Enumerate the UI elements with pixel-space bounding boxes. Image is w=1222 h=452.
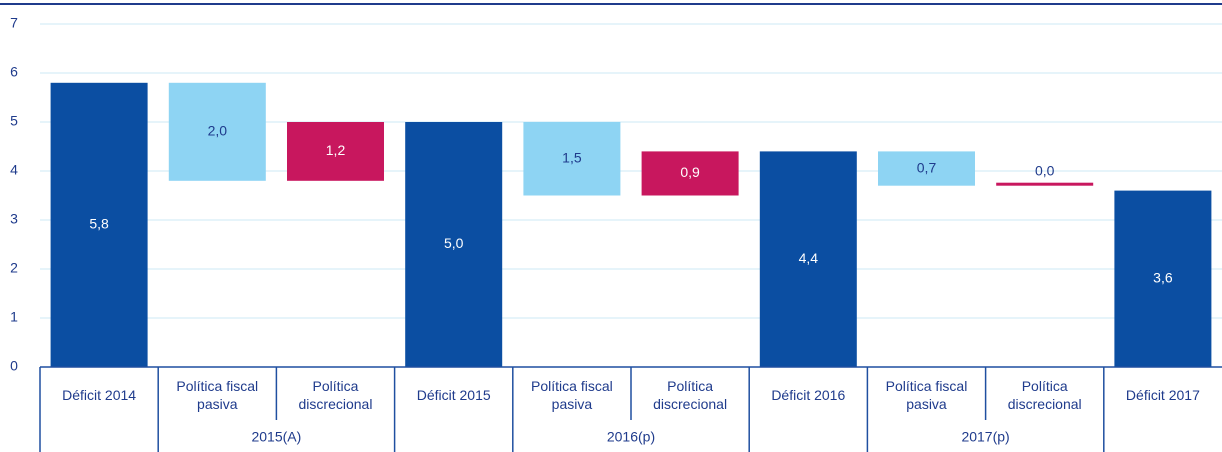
x-tick-label: Déficit 2014	[62, 386, 137, 403]
x-tick-label-box: Política discrecional	[1007, 377, 1082, 412]
bar	[287, 122, 384, 181]
value-label: 3,6	[1153, 270, 1173, 286]
x-tick-label: Política discrecional	[653, 377, 728, 412]
y-tick-label: 7	[10, 15, 18, 31]
x-tick-label-box: Déficit 2016	[771, 386, 846, 403]
bar	[168, 82, 266, 181]
group-label: 2016(p)	[607, 429, 655, 445]
x-tick-label: Déficit 2015	[416, 386, 491, 403]
y-tick-label: 3	[10, 211, 18, 227]
y-tick-label: 6	[10, 64, 18, 80]
x-tick-label-box: Déficit 2015	[416, 386, 491, 403]
bar	[405, 122, 503, 367]
value-label: 1,2	[326, 142, 346, 158]
value-label: 5,8	[89, 216, 109, 232]
y-tick-label: 4	[10, 162, 18, 178]
bar	[878, 151, 975, 186]
value-label: 0,7	[917, 159, 937, 175]
value-label: 4,4	[799, 250, 819, 266]
bar	[523, 122, 621, 196]
x-tick-label: Déficit 2016	[771, 386, 846, 403]
value-label: 0,9	[680, 164, 700, 180]
value-label: 5,0	[444, 235, 464, 251]
x-tick-label-box: Déficit 2017	[1125, 386, 1200, 403]
x-tick-label: Política fiscal pasiva	[176, 377, 259, 412]
x-tick-label-box: Política discrecional	[653, 377, 728, 412]
x-tick-label: Política discrecional	[298, 377, 373, 412]
x-tick-label: Política fiscal pasiva	[885, 377, 968, 412]
bar	[759, 151, 857, 367]
x-tick-label-box: Política discrecional	[298, 377, 373, 412]
x-tick-label: Política fiscal pasiva	[531, 377, 613, 412]
bar	[996, 182, 1094, 186]
y-tick-label: 5	[10, 113, 18, 129]
x-tick-label-box: Política fiscal pasiva	[885, 377, 968, 412]
x-tick-label: Déficit 2017	[1125, 386, 1200, 403]
value-label: 0,0	[1035, 162, 1055, 178]
x-tick-label-box: Déficit 2014	[62, 386, 137, 403]
bar	[1114, 190, 1212, 367]
group-label: 2015(A)	[251, 429, 301, 445]
x-tick-label-box: Política fiscal pasiva	[531, 377, 613, 412]
value-label: 2,0	[208, 123, 228, 139]
bar	[50, 82, 148, 368]
group-label: 2017(p)	[961, 429, 1009, 445]
bar	[641, 151, 739, 196]
y-tick-label: 2	[10, 260, 18, 276]
x-tick-label-box: Política fiscal pasiva	[176, 377, 259, 412]
value-label: 1,5	[562, 149, 582, 165]
y-tick-label: 0	[10, 358, 18, 374]
y-tick-label: 1	[10, 309, 18, 325]
x-tick-label: Política discrecional	[1007, 377, 1082, 412]
